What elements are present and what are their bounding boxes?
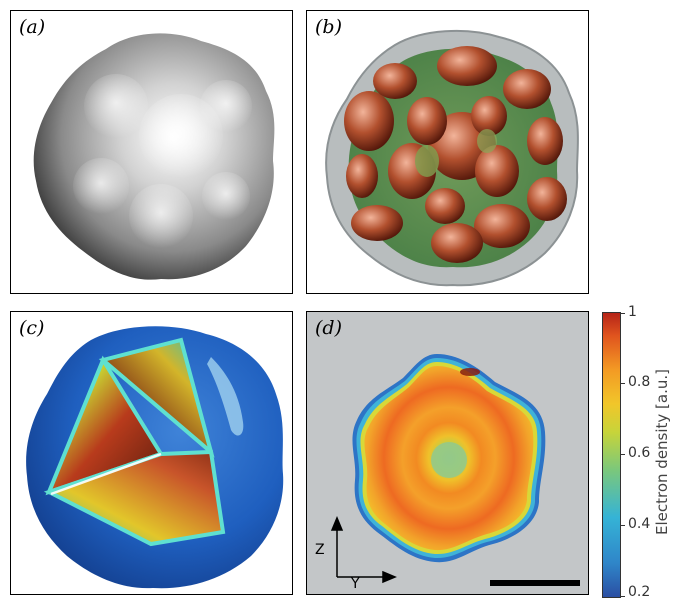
colorbar-tick-label: 1 (628, 304, 637, 320)
colorbar-tick-label: 0.2 (628, 584, 651, 600)
colorbar-tick (620, 454, 625, 455)
colorbar-tick (620, 525, 625, 526)
panel-c-label: (c) (19, 317, 45, 339)
colorbar-tick-label: 0.4 (628, 516, 651, 532)
isosurface-grey (33, 33, 275, 280)
colorbar-tick (620, 383, 625, 384)
colorbar (602, 312, 621, 598)
axis-y-label: Y (351, 576, 360, 592)
panel-a-label: (a) (19, 16, 46, 38)
panel-b: (b) (306, 10, 589, 294)
colorbar-tick (620, 313, 625, 314)
colorbar-tick (620, 596, 625, 597)
panel-d-label: (d) (315, 317, 342, 339)
shell-with-density-lobes (325, 29, 579, 287)
cutaway-isosurface (26, 326, 284, 589)
colorbar-tick-label: 0.8 (628, 374, 651, 390)
density-slice (330, 354, 580, 586)
colorbar-title: Electron density [a.u.] (653, 369, 671, 535)
panel-a: (a) (10, 10, 293, 294)
panel-b-label: (b) (315, 16, 342, 38)
colorbar-tick-label: 0.6 (628, 445, 651, 461)
axis-z-label: Z (315, 542, 325, 558)
panel-d: (d) Z Y (306, 311, 589, 595)
scale-bar (490, 580, 580, 586)
panel-c: (c) (10, 311, 293, 595)
